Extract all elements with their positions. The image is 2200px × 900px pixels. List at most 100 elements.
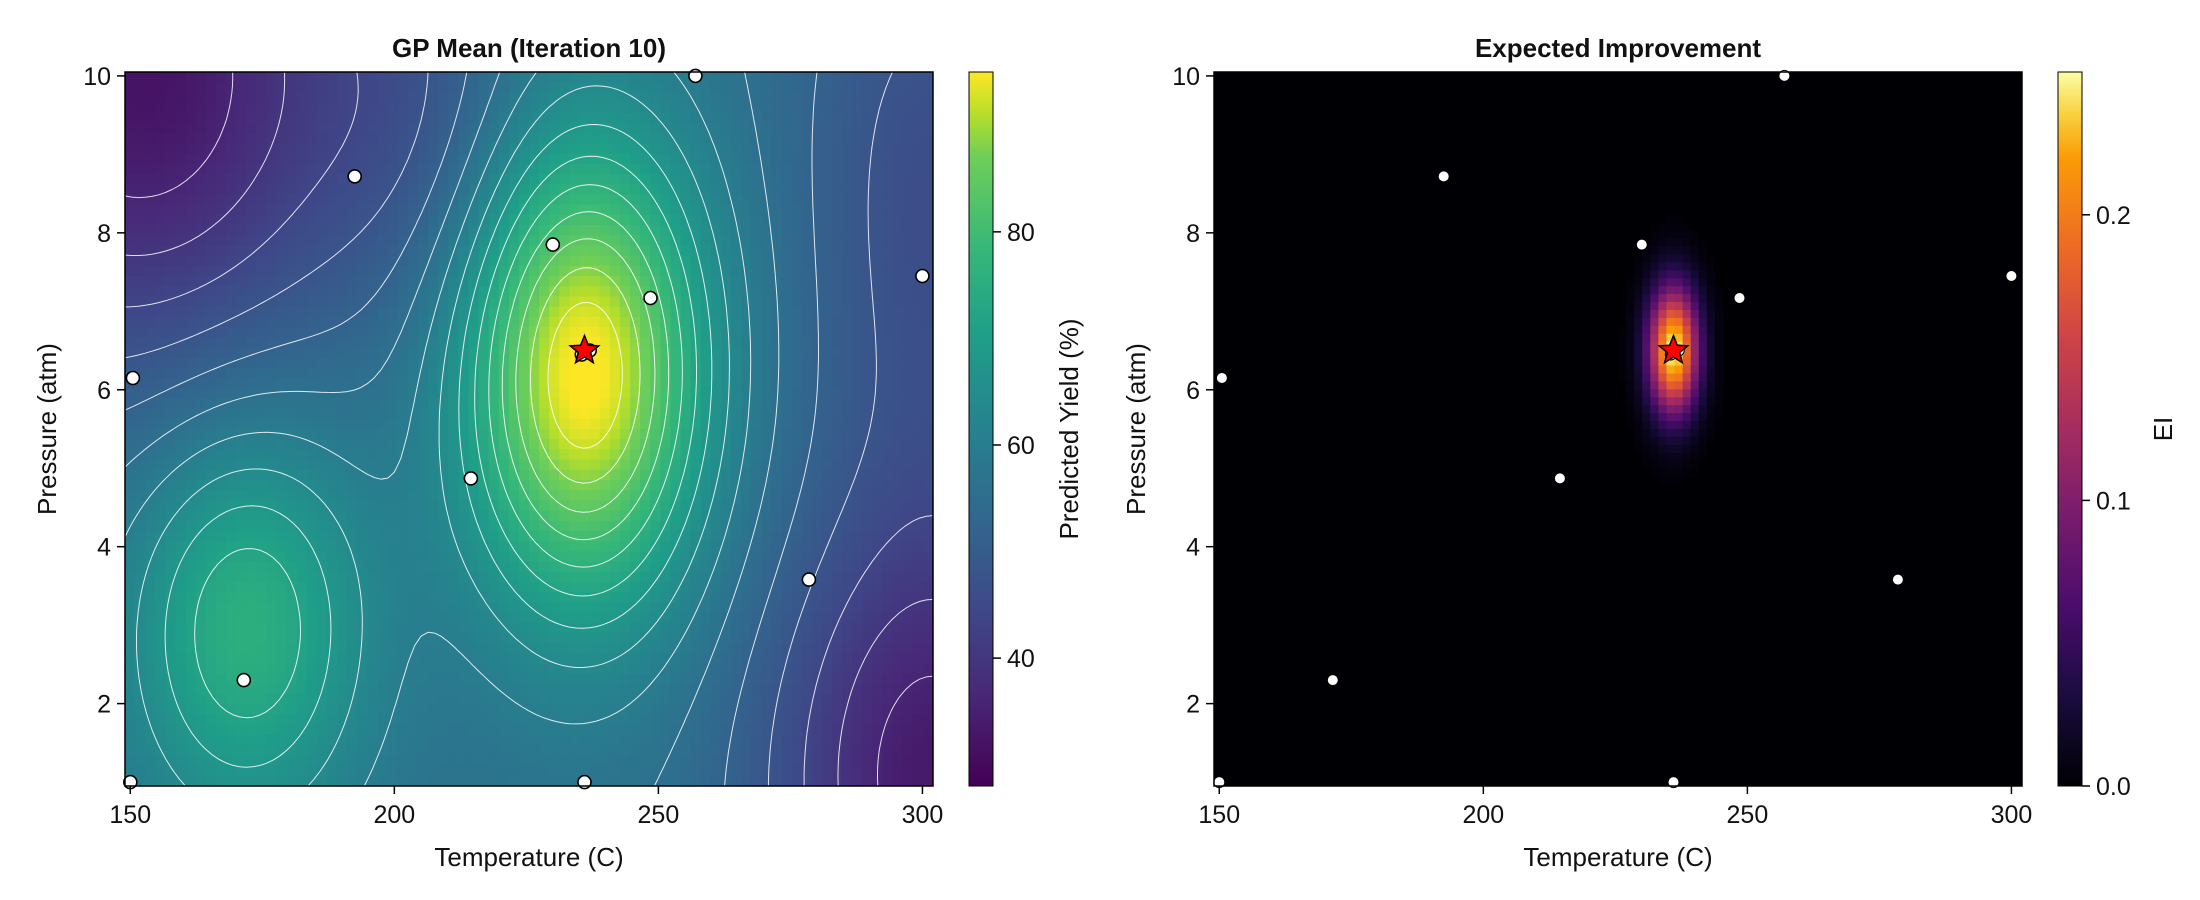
heatmap-cell xyxy=(367,296,379,308)
heatmap-cell xyxy=(569,704,581,716)
heatmap-cell xyxy=(125,133,136,144)
heatmap-cell xyxy=(660,276,671,287)
heatmap-cell xyxy=(811,265,823,277)
heatmap-cell xyxy=(579,133,591,144)
heatmap-cell xyxy=(751,357,762,369)
heatmap-cell xyxy=(125,204,136,216)
heatmap-cell xyxy=(286,296,298,308)
heatmap-cell xyxy=(660,194,671,206)
heatmap-cell xyxy=(569,225,581,236)
heatmap-cell xyxy=(529,480,540,491)
heatmap-cell xyxy=(337,388,348,399)
heatmap-cell xyxy=(316,194,328,206)
heatmap-cell xyxy=(549,745,560,756)
heatmap-cell xyxy=(761,510,772,522)
heatmap-cell xyxy=(125,357,136,369)
heatmap-cell xyxy=(215,500,227,512)
heatmap-cell xyxy=(771,490,783,501)
heatmap-cell xyxy=(236,153,247,165)
heatmap-cell xyxy=(630,561,641,573)
heatmap-cell xyxy=(791,153,803,165)
heatmap-cell xyxy=(751,296,762,308)
heatmap-cell xyxy=(347,510,358,522)
heatmap-cell xyxy=(377,153,389,165)
heatmap-cell xyxy=(791,745,803,756)
heatmap-cell xyxy=(741,582,752,593)
heatmap-cell xyxy=(205,469,217,481)
heatmap-cell xyxy=(670,388,682,399)
heatmap-cell xyxy=(185,663,197,675)
heatmap-cell xyxy=(741,480,752,491)
heatmap-cell xyxy=(165,633,177,644)
heatmap-cell xyxy=(741,133,752,144)
heatmap-cell xyxy=(791,163,803,175)
heatmap-cell xyxy=(569,276,581,287)
heatmap-cell xyxy=(781,235,793,246)
heatmap-cell xyxy=(276,276,288,287)
heatmap-cell xyxy=(710,449,722,461)
heatmap-cell xyxy=(478,510,490,522)
heatmap-cell xyxy=(428,184,439,195)
heatmap-cell xyxy=(226,459,237,471)
heatmap-cell xyxy=(821,673,833,685)
heatmap-cell xyxy=(337,704,348,716)
heatmap-cell xyxy=(791,592,803,603)
heatmap-cell xyxy=(700,316,712,328)
heatmap-cell xyxy=(488,194,500,206)
heatmap-cell xyxy=(529,490,540,501)
heatmap-cell xyxy=(448,143,459,155)
heatmap-cell xyxy=(478,276,490,287)
heatmap-cell xyxy=(609,194,621,206)
heatmap-cell xyxy=(387,153,399,165)
heatmap-cell xyxy=(579,724,591,736)
heatmap-cell xyxy=(771,82,783,93)
heatmap-cell xyxy=(609,612,621,624)
heatmap-cell xyxy=(407,357,419,369)
heatmap-cell xyxy=(387,469,399,481)
heatmap-cell xyxy=(387,602,399,614)
heatmap-cell xyxy=(246,337,257,348)
heatmap-cell xyxy=(801,704,813,716)
heatmap-cell xyxy=(650,143,661,155)
heatmap-cell xyxy=(347,204,358,216)
heatmap-cell xyxy=(306,704,318,716)
heatmap-cell xyxy=(599,72,611,83)
heatmap-cell xyxy=(256,225,267,236)
heatmap-cell xyxy=(599,357,611,369)
heatmap-cell xyxy=(791,306,803,318)
heatmap-cell xyxy=(569,408,581,420)
heatmap-cell xyxy=(155,673,166,685)
heatmap-cell xyxy=(195,704,207,716)
heatmap-cell xyxy=(397,622,409,634)
heatmap-cell xyxy=(226,398,237,410)
heatmap-cell xyxy=(559,582,570,593)
heatmap-cell xyxy=(539,551,550,563)
heatmap-cell xyxy=(842,204,853,216)
heatmap-cell xyxy=(316,184,328,195)
heatmap-cell xyxy=(276,500,288,512)
heatmap-cell xyxy=(670,276,682,287)
heatmap-cell xyxy=(316,174,328,185)
heatmap-cell xyxy=(498,765,510,777)
heatmap-cell xyxy=(195,194,207,206)
heatmap-cell xyxy=(246,469,257,481)
heatmap-cell xyxy=(680,102,692,114)
heatmap-cell xyxy=(670,429,682,440)
heatmap-cell xyxy=(751,133,762,144)
heatmap-cell xyxy=(155,653,166,665)
heatmap-cell xyxy=(741,643,752,654)
heatmap-cell xyxy=(276,235,288,246)
heatmap-cell xyxy=(397,204,409,216)
heatmap-cell xyxy=(205,704,217,716)
panel-title: GP Mean (Iteration 10) xyxy=(392,33,666,63)
heatmap-cell xyxy=(175,704,187,716)
heatmap-cell xyxy=(165,133,177,144)
heatmap-cell xyxy=(741,225,752,236)
heatmap-cell xyxy=(579,520,591,532)
heatmap-cell xyxy=(417,388,429,399)
heatmap-cell xyxy=(145,378,156,389)
heatmap-cell xyxy=(569,775,581,786)
heatmap-cell xyxy=(286,653,298,665)
heatmap-cell xyxy=(236,745,247,756)
heatmap-cell xyxy=(286,112,298,124)
